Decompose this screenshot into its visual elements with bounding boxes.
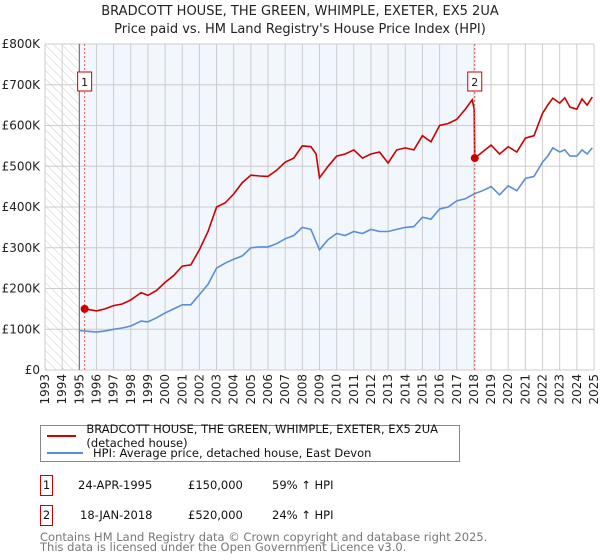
transaction-price: £150,000 [188, 478, 243, 492]
price-chart: 1993 1994 1995 1996 1997 1998 1999 2000 2001 2002… [2, 37, 600, 405]
x-tick-label: 1998 [124, 374, 138, 405]
sale-badge-box [467, 71, 483, 92]
legend-item-property: BRADCOTT HOUSE, THE GREEN, WHIMPLE, EXET… [41, 422, 459, 450]
x-tick-label: 1997 [107, 374, 121, 405]
x-tick-label: 2013 [381, 374, 395, 405]
chart-subtitle: Price paid vs. HM Land Registry's House … [114, 22, 486, 37]
x-tick-label: 2015 [415, 374, 429, 405]
x-tick-label: 2021 [518, 374, 532, 405]
x-tick-label: 2024 [570, 374, 584, 405]
sale-badge-label: 1 [81, 76, 88, 89]
sale-point [470, 154, 479, 163]
transaction-badge: 2 [40, 505, 53, 526]
legend-label: BRADCOTT HOUSE, THE GREEN, WHIMPLE, EXET… [86, 422, 439, 450]
x-tick-label: 2022 [536, 374, 550, 405]
x-tick-label: 1995 [72, 374, 86, 405]
x-tick-label: 2006 [261, 374, 275, 405]
transaction-row: 2 18-JAN-2018 £520,000 24% ↑ HPI [40, 505, 600, 526]
x-tick-label: 2017 [450, 374, 464, 405]
sale-badge-box [77, 71, 93, 92]
y-tick-label: £400K [2, 200, 42, 214]
y-tick-label: £600K [2, 119, 42, 133]
legend-item-hpi: HPI: Average price, detached house, East… [41, 445, 371, 461]
transaction-price: £520,000 [188, 508, 243, 522]
transaction-badge: 1 [40, 475, 53, 496]
footer-copyright: Contains HM Land Registry data © Crown c… [40, 530, 488, 544]
x-tick-label: 2014 [398, 374, 412, 405]
blue-line-swatch [47, 452, 83, 454]
y-tick-label: £500K [2, 159, 42, 173]
sale-point [80, 304, 89, 313]
x-tick-label: 2007 [278, 374, 292, 405]
x-tick-label: 1996 [89, 374, 103, 405]
footer-licence: This data is licensed under the Open Gov… [40, 540, 407, 554]
x-tick-label: 2005 [244, 374, 258, 405]
y-tick-label: £700K [2, 78, 42, 92]
x-tick-label: 2012 [364, 374, 378, 405]
transaction-hpi: 24% ↑ HPI [272, 508, 334, 522]
x-tick-label: 2011 [347, 374, 361, 405]
red-line-swatch [47, 435, 77, 437]
x-tick-label: 2018 [467, 374, 481, 405]
x-tick-label: 2008 [295, 374, 309, 405]
x-tick-label: 2002 [192, 374, 206, 405]
y-tick-label: £800K [2, 37, 42, 51]
x-tick-label: 2019 [484, 374, 498, 405]
x-tick-label: 2023 [553, 374, 567, 405]
x-tick-label: 1993 [38, 374, 52, 405]
transaction-date: 18-JAN-2018 [80, 508, 153, 522]
x-tick-label: 2004 [227, 374, 241, 405]
y-tick-label: £100K [2, 322, 42, 336]
transaction-date: 24-APR-1995 [78, 478, 153, 492]
x-tick-label: 2010 [330, 374, 344, 405]
x-tick-label: 1994 [55, 374, 69, 405]
x-tick-label: 2001 [175, 374, 189, 405]
legend-label: HPI: Average price, detached house, East… [93, 446, 372, 460]
hpi-line [79, 146, 593, 333]
chart-title: BRADCOTT HOUSE, THE GREEN, WHIMPLE, EXET… [101, 4, 499, 19]
x-tick-label: 2016 [433, 374, 447, 405]
x-tick-label: 2009 [313, 374, 327, 405]
x-tick-label: 1999 [141, 374, 155, 405]
x-tick-label: 2000 [158, 374, 172, 405]
x-tick-label: 2003 [210, 374, 224, 405]
x-tick-label: 2025 [587, 374, 600, 405]
sale-badge-label: 2 [471, 76, 478, 89]
legend: BRADCOTT HOUSE, THE GREEN, WHIMPLE, EXET… [40, 422, 460, 462]
y-tick-label: £200K [2, 282, 42, 296]
transaction-hpi: 59% ↑ HPI [272, 478, 334, 492]
property-price-line [84, 96, 593, 312]
x-tick-label: 2020 [501, 374, 515, 405]
transaction-row: 1 24-APR-1995 £150,000 59% ↑ HPI [40, 475, 600, 496]
y-tick-label: £300K [2, 241, 42, 255]
y-tick-label: £0 [25, 363, 40, 377]
